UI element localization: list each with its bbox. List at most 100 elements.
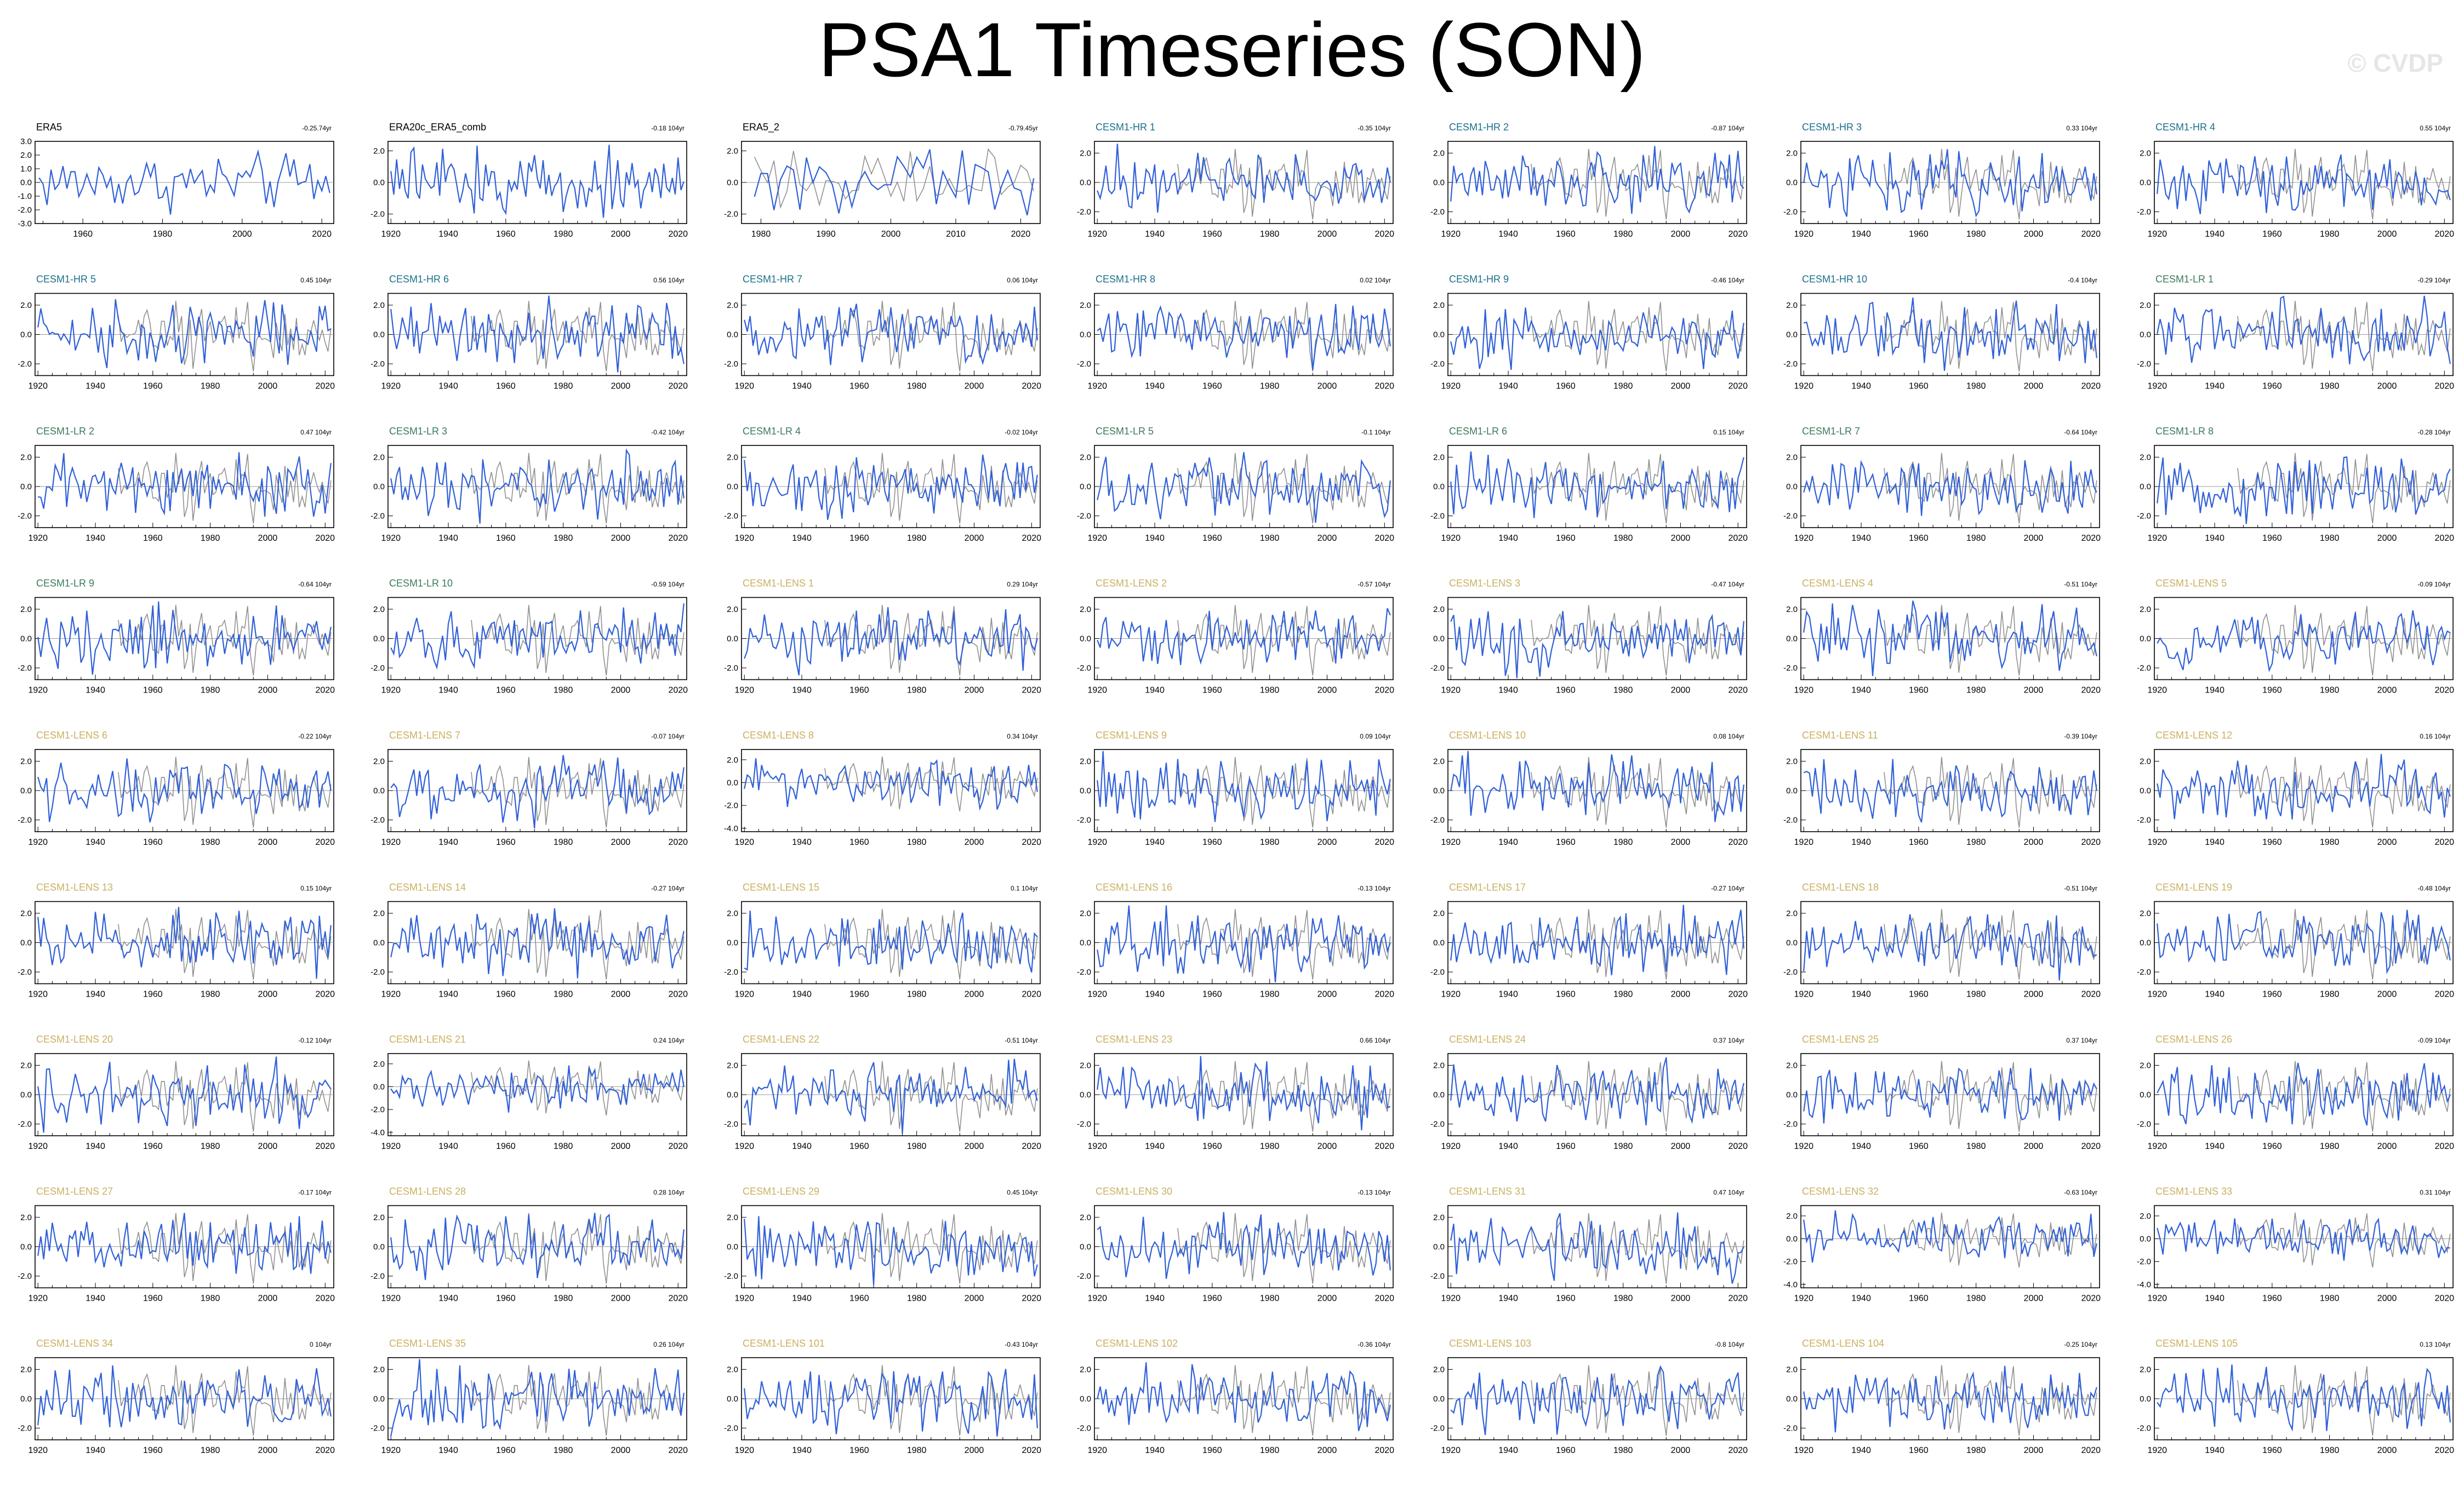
panel: CESM1-LENS 21 0.24 104yr 1920 1940 1960 1980 2… (370, 1034, 688, 1151)
x-tick-label: 1920 (2147, 1294, 2167, 1303)
x-tick-label: 1920 (1794, 382, 1813, 391)
y-tick-label: 0.0 (2140, 634, 2151, 644)
panel: CESM1-LR 4 -0.02 104yr 1920 1940 1960 1980 200… (724, 426, 1041, 543)
x-tick-label: 1960 (2262, 1294, 2282, 1303)
y-tick-label: -2.0 (18, 1120, 32, 1129)
series-line-obs (1450, 1212, 1744, 1284)
trend-label: 0.1 104yr (1011, 885, 1038, 892)
y-tick-label: 2.0 (20, 909, 32, 918)
x-tick-label: 1940 (792, 990, 812, 999)
series-line-obs (2157, 1364, 2451, 1432)
y-tick-label: -2.0 (1783, 816, 1798, 825)
x-tick-label: 1980 (201, 382, 220, 391)
x-tick-label: 1960 (496, 230, 516, 239)
x-tick-label: 1940 (1851, 990, 1871, 999)
series-line-obs (390, 754, 685, 829)
trend-label: -0.46 104yr (1711, 277, 1744, 284)
x-tick-label: 1920 (1794, 1294, 1813, 1303)
trend-label: 0.55 104yr (2420, 124, 2451, 132)
x-tick-label: 2000 (611, 230, 631, 239)
panel: CESM1-LENS 31 0.47 104yr 1920 1940 1960 1980 2… (1430, 1186, 1748, 1303)
y-tick-label: -4.0 (1783, 1280, 1798, 1289)
x-tick-label: 1980 (1966, 1142, 1986, 1151)
series-line-obs (754, 149, 1035, 216)
x-tick-label: 2020 (1728, 1142, 1748, 1151)
x-tick-label: 1960 (496, 1294, 516, 1303)
x-tick-label: 1920 (2147, 230, 2167, 239)
y-tick-label: 2.0 (727, 756, 738, 765)
series-line-obs (390, 448, 685, 524)
x-tick-label: 2020 (1022, 838, 1041, 847)
panel-label: CESM1-LENS 11 (1802, 730, 1878, 741)
trend-label: 0.29 104yr (1007, 581, 1038, 588)
series-line-model (824, 1213, 1038, 1284)
x-tick-label: 2020 (2081, 686, 2101, 695)
panel: CESM1-LENS 5 -0.09 104yr 1920 1940 1960 1980 2… (2137, 578, 2454, 695)
x-tick-label: 1940 (2205, 1142, 2225, 1151)
y-tick-label: -4.0 (370, 1128, 385, 1137)
x-tick-label: 1940 (1145, 230, 1165, 239)
x-tick-label: 1940 (1498, 382, 1518, 391)
x-tick-label: 1940 (1145, 838, 1165, 847)
x-tick-label: 2000 (258, 1446, 278, 1455)
x-tick-label: 1980 (554, 230, 573, 239)
y-tick-label: -2.0 (18, 1272, 32, 1281)
y-tick-label: 2.0 (20, 453, 32, 462)
trend-label: -0.51 104yr (1005, 1037, 1038, 1044)
y-tick-label: 2.0 (1786, 1061, 1798, 1070)
series-line-model (471, 1365, 685, 1436)
y-tick-label: -2.0 (724, 1424, 738, 1433)
x-tick-label: 1920 (1087, 230, 1107, 239)
y-tick-label: 0.0 (1433, 1243, 1445, 1252)
series-line-model (824, 1365, 1038, 1436)
x-tick-label: 1980 (201, 838, 220, 847)
panel: CESM1-LENS 14 -0.27 104yr 1920 1940 1960 1980… (370, 882, 688, 999)
x-tick-label: 2020 (1728, 838, 1748, 847)
series-line-obs (1803, 149, 2097, 218)
x-tick-label: 1980 (1613, 686, 1633, 695)
y-tick-label: 2.0 (727, 909, 738, 918)
y-tick-label: 0.0 (1433, 634, 1445, 644)
y-tick-label: 2.0 (1080, 757, 1091, 766)
x-tick-label: 1940 (85, 1142, 105, 1151)
panel: CESM1-HR 4 0.55 104yr 1920 1940 1960 1980 2000… (2137, 122, 2454, 239)
y-tick-label: -2.0 (1430, 663, 1445, 673)
y-tick-label: 2.0 (2140, 1211, 2151, 1221)
x-tick-label: 1960 (496, 686, 516, 695)
series-line-obs (37, 907, 332, 979)
y-tick-label: 0.0 (373, 178, 385, 187)
y-tick-label: 0.0 (1786, 786, 1798, 796)
x-tick-label: 1940 (85, 990, 105, 999)
series-line-model (1884, 757, 2097, 828)
x-tick-label: 1980 (1260, 1142, 1280, 1151)
trend-label: -0.43 104yr (1005, 1341, 1038, 1348)
y-tick-label: 0.0 (1433, 1394, 1445, 1404)
x-tick-label: 2020 (668, 1294, 688, 1303)
x-tick-label: 1940 (438, 990, 458, 999)
panel: CESM1-LENS 20 -0.12 104yr 1920 1940 1960 1980… (18, 1034, 335, 1151)
x-tick-label: 2020 (1022, 382, 1041, 391)
x-tick-label: 1980 (554, 838, 573, 847)
x-tick-label: 1960 (496, 382, 516, 391)
panel-label: CESM1-LENS 23 (1096, 1034, 1172, 1045)
y-tick-label: 2.0 (373, 909, 385, 918)
series-line-obs (1450, 307, 1744, 370)
x-tick-label: 2020 (2434, 382, 2454, 391)
x-tick-label: 1940 (2205, 230, 2225, 239)
y-tick-label: 2.0 (2140, 1061, 2151, 1070)
y-tick-label: -2.0 (1430, 1272, 1445, 1281)
y-tick-label: -2.0 (2137, 512, 2151, 521)
trend-label: -0.36 104yr (1358, 1341, 1391, 1348)
trend-label: -0.27 104yr (1711, 885, 1744, 892)
x-tick-label: 2020 (1374, 990, 1394, 999)
x-tick-label: 1940 (792, 534, 812, 543)
y-tick-label: 0.0 (373, 634, 385, 644)
x-tick-label: 1980 (1260, 838, 1280, 847)
y-tick-label: -2.0 (370, 1272, 385, 1281)
x-tick-label: 2020 (1728, 1446, 1748, 1455)
x-tick-label: 1960 (1556, 838, 1576, 847)
series-line-model (2237, 1365, 2451, 1436)
x-tick-label: 1960 (1202, 838, 1222, 847)
x-tick-label: 1940 (1145, 382, 1165, 391)
y-tick-label: 2.0 (1080, 453, 1091, 462)
